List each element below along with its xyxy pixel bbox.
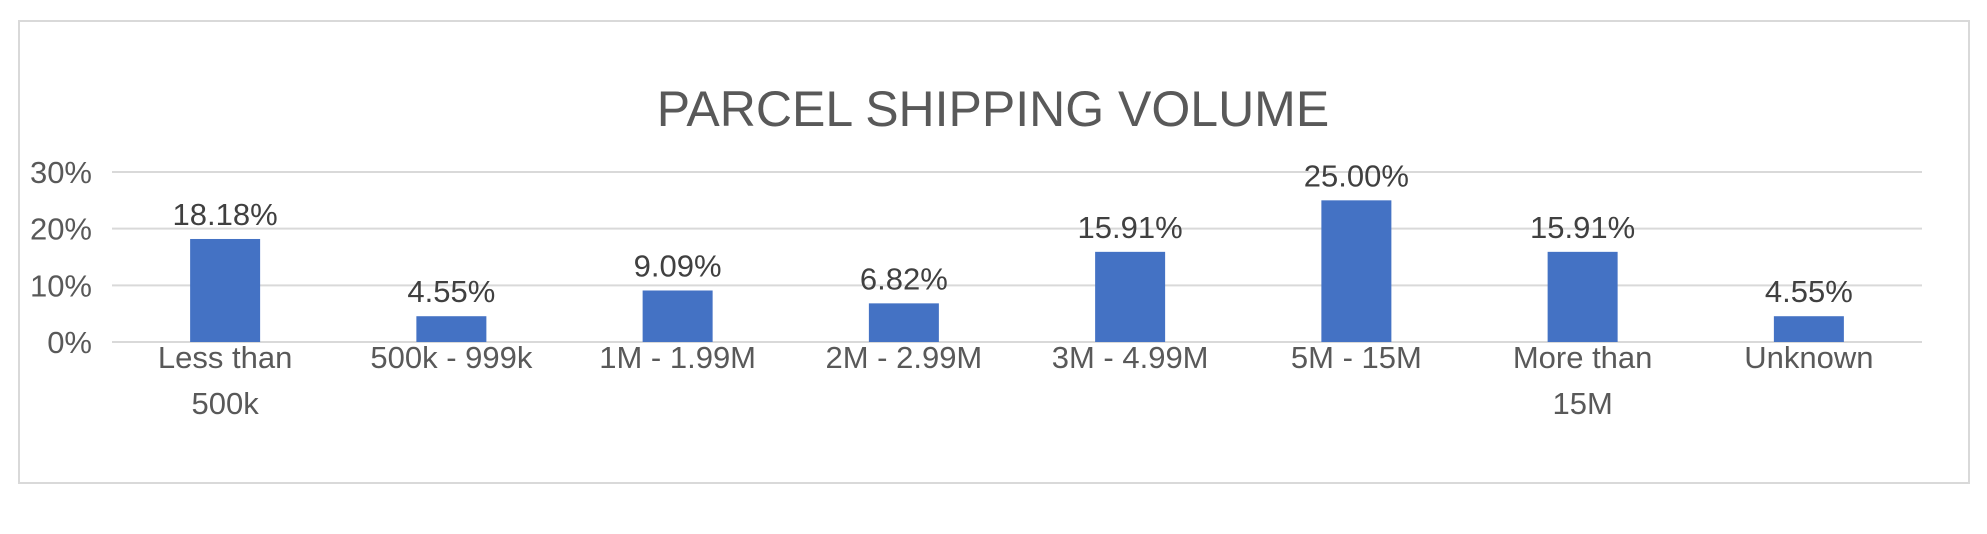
y-axis-tick-labels: 0% 10% 20% 30% <box>30 155 92 360</box>
chart-title: PARCEL SHIPPING VOLUME <box>657 81 1329 137</box>
bar <box>190 238 261 342</box>
category-label: More than 15M <box>1513 340 1653 421</box>
bar <box>868 303 939 342</box>
chart-area: PARCEL SHIPPING VOLUME 0% 10% 20% 30% 18.18… <box>18 20 1970 484</box>
data-label: 18.18% <box>173 197 278 232</box>
data-label: 15.91% <box>1530 210 1635 245</box>
bar <box>1321 200 1392 342</box>
data-label: 9.09% <box>634 248 722 283</box>
y-tick-label: 30% <box>30 155 92 190</box>
category-label: 2M - 2.99M <box>825 340 982 375</box>
category-label: 500k - 999k <box>370 340 532 375</box>
data-label: 4.55% <box>1765 274 1853 309</box>
bar-chart: PARCEL SHIPPING VOLUME 0% 10% 20% 30% 18.18… <box>30 81 1922 421</box>
bar <box>1095 251 1166 342</box>
bar <box>642 290 713 342</box>
data-label: 4.55% <box>407 274 495 309</box>
category-label: 5M - 15M <box>1291 340 1422 375</box>
data-labels: 18.18% 4.55% 9.09% 6.82% 15.91% 25.00% 15.91% 4… <box>173 158 1853 309</box>
y-tick-label: 10% <box>30 268 92 303</box>
bar <box>1547 251 1618 342</box>
y-tick-label: 0% <box>47 325 92 360</box>
category-label: 1M - 1.99M <box>599 340 756 375</box>
category-label: Unknown <box>1744 340 1873 375</box>
gridlines <box>112 171 1922 343</box>
bar <box>416 316 487 342</box>
data-label: 6.82% <box>860 261 948 296</box>
bars <box>190 200 1844 342</box>
y-tick-label: 20% <box>30 212 92 247</box>
bar <box>1773 316 1844 342</box>
category-label: Less than 500k <box>158 340 292 421</box>
data-label: 25.00% <box>1304 158 1409 193</box>
x-axis-category-labels: Less than 500k 500k - 999k 1M - 1.99M 2M - 2… <box>158 340 1874 421</box>
data-label: 15.91% <box>1078 210 1183 245</box>
category-label: 3M - 4.99M <box>1052 340 1209 375</box>
